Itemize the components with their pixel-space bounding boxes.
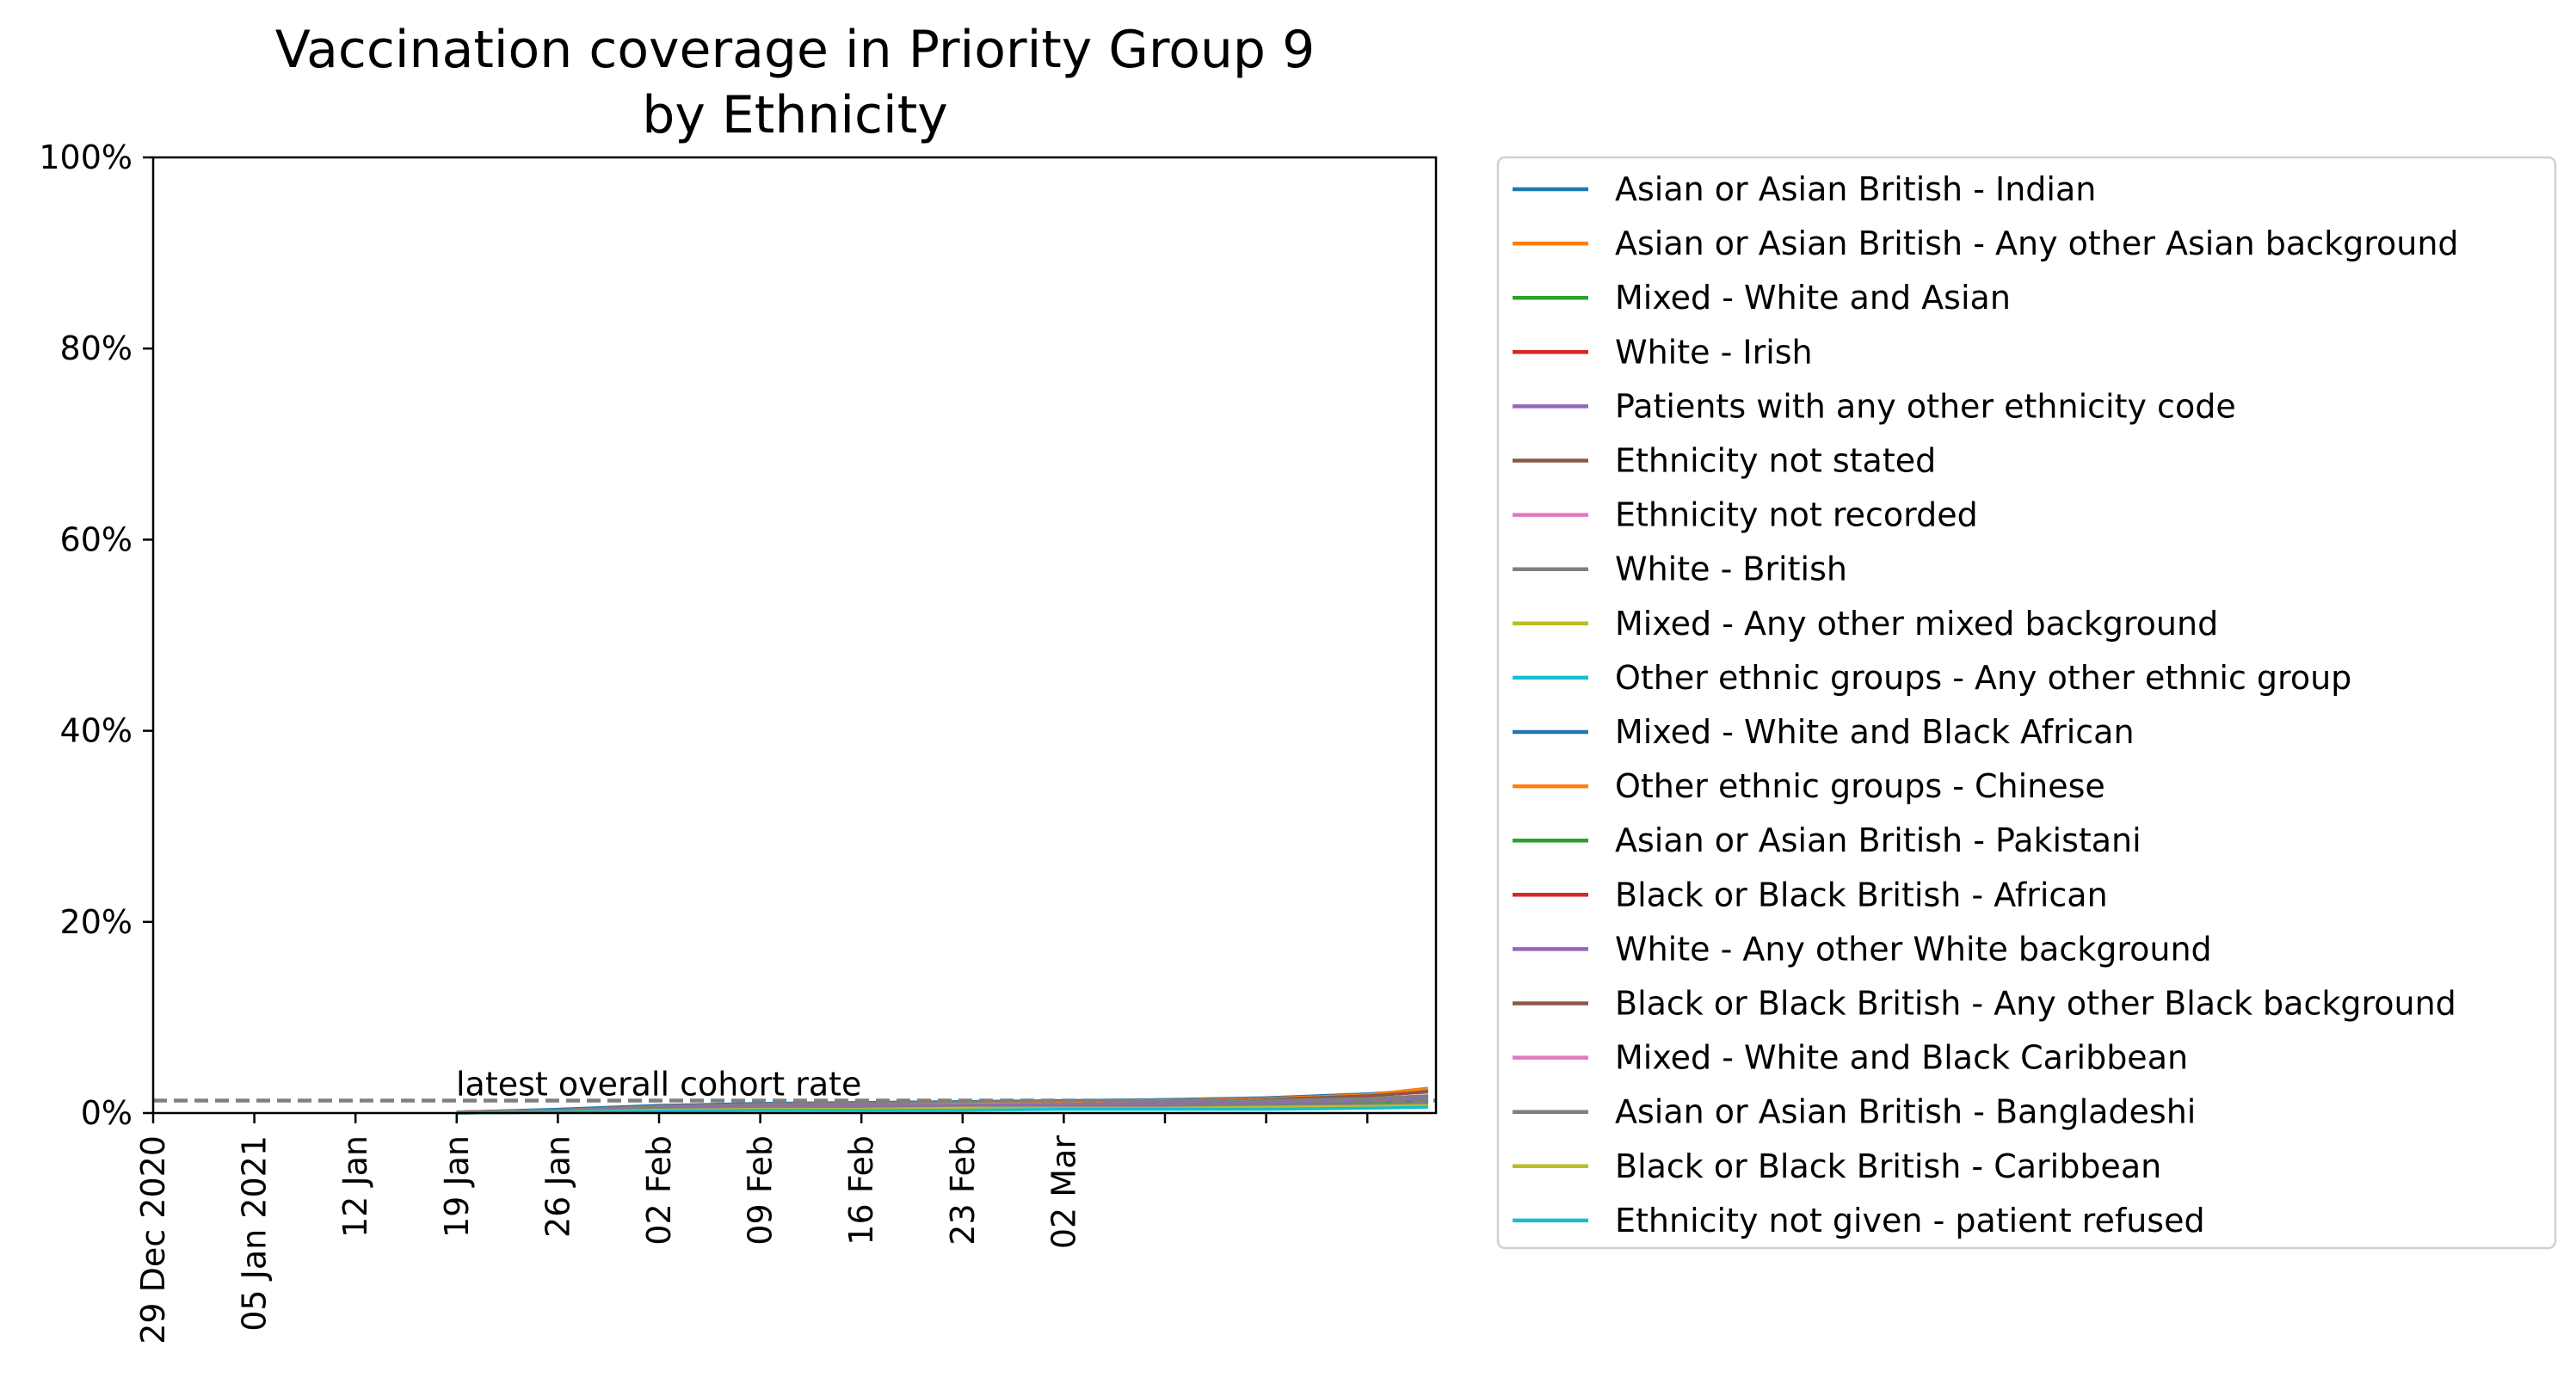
y-tick-label: 0%	[81, 1094, 132, 1132]
legend-entry: Ethnicity not recorded	[1615, 496, 1978, 534]
y-axis: 0% 20% 40% 60% 80% 100%	[39, 138, 153, 1132]
legend-entry: Asian or Asian British - Pakistani	[1615, 821, 2142, 859]
legend-entry: White - Irish	[1615, 333, 1813, 371]
x-tick-label: 09 Feb	[742, 1135, 780, 1245]
x-axis: 29 Dec 2020 05 Jan 2021 12 Jan 19 Jan 26 Jan…	[134, 1113, 1369, 1344]
legend-entry: White - Any other White background	[1615, 930, 2212, 968]
legend-entry: Other ethnic groups - Chinese	[1615, 767, 2105, 805]
x-tick-label: 12 Jan	[336, 1135, 374, 1238]
chart-title: Vaccination coverage in Priority Group 9…	[275, 20, 1316, 145]
legend-entry: Ethnicity not given - patient refused	[1615, 1202, 2205, 1239]
legend-entry: Asian or Asian British - Any other Asian…	[1615, 224, 2459, 262]
y-tick-label: 20%	[60, 903, 132, 941]
x-tick-label: 05 Jan 2021	[236, 1135, 274, 1332]
reference-line-label: latest overall cohort rate	[456, 1066, 861, 1104]
y-tick-label: 60%	[60, 520, 132, 558]
x-tick-label: 02 Feb	[640, 1135, 678, 1245]
plot-area: latest overall cohort rate	[151, 156, 1438, 1115]
legend-entry: Other ethnic groups - Any other ethnic g…	[1615, 659, 2351, 697]
legend-box	[1496, 156, 2557, 1250]
legend-entry: Black or Black British - Any other Black…	[1615, 985, 2456, 1023]
series-line	[456, 1105, 1428, 1115]
legend-entry: White - British	[1615, 550, 1847, 588]
legend-entry: Patients with any other ethnicity code	[1615, 387, 2236, 425]
x-tick-label: 29 Dec 2020	[134, 1135, 172, 1344]
legend-entry: Black or Black British - African	[1615, 876, 2108, 913]
x-tick-label: 02 Mar	[1045, 1135, 1082, 1250]
x-tick-label: 19 Jan	[438, 1135, 476, 1238]
y-tick-label: 40%	[60, 712, 132, 750]
y-tick-label: 80%	[60, 329, 132, 367]
legend-entry: Black or Black British - Caribbean	[1615, 1147, 2161, 1185]
x-tick-label: 16 Feb	[842, 1135, 880, 1245]
legend-entry: Mixed - White and Black African	[1615, 713, 2135, 751]
legend: Asian or Asian British - Indian Asian or …	[1496, 156, 2557, 1250]
chart-title-line: by Ethnicity	[642, 85, 948, 145]
y-tick-label: 100%	[39, 138, 132, 176]
legend-entry: Asian or Asian British - Bangladeshi	[1615, 1093, 2196, 1131]
legend-entry: Asian or Asian British - Indian	[1615, 170, 2096, 208]
legend-entry: Mixed - White and Asian	[1615, 279, 2011, 317]
chart-title-line: Vaccination coverage in Priority Group 9	[275, 20, 1316, 80]
legend-entry: Mixed - White and Black Caribbean	[1615, 1039, 2188, 1077]
x-tick-label: 23 Feb	[944, 1135, 982, 1245]
legend-entry: Ethnicity not stated	[1615, 442, 1936, 480]
x-tick-label: 26 Jan	[539, 1135, 576, 1238]
legend-entry: Mixed - Any other mixed background	[1615, 605, 2218, 643]
plot-frame	[151, 156, 1438, 1115]
